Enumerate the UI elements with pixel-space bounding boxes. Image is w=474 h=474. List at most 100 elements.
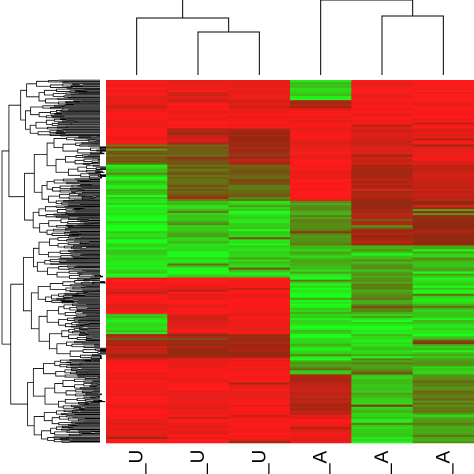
heatmap-cell bbox=[290, 96, 352, 99]
heatmap-cell bbox=[351, 396, 413, 399]
heatmap-cell bbox=[228, 211, 291, 214]
heatmap-cell bbox=[290, 426, 352, 430]
heatmap-cell bbox=[351, 136, 413, 139]
heatmap-cell bbox=[106, 279, 168, 282]
dendrogram-branch bbox=[83, 158, 93, 163]
heatmap-cell bbox=[228, 322, 291, 325]
heatmap-cell bbox=[290, 269, 352, 272]
heatmap-cell bbox=[351, 313, 413, 317]
dendrogram-branch bbox=[59, 260, 67, 263]
heatmap-cell bbox=[228, 315, 291, 319]
heatmap-cell bbox=[412, 215, 474, 218]
heatmap-cell bbox=[351, 307, 413, 311]
heatmap-cell bbox=[167, 305, 229, 309]
heatmap-cell bbox=[351, 237, 413, 240]
heatmap-cell bbox=[290, 394, 352, 397]
heatmap-cell bbox=[412, 388, 474, 391]
heatmap-cell bbox=[290, 158, 352, 161]
dendrogram-branch bbox=[53, 213, 65, 216]
heatmap-cell bbox=[106, 422, 168, 426]
dendrogram-branch bbox=[51, 300, 63, 303]
dendrogram-branch bbox=[62, 295, 74, 298]
heatmap-cell bbox=[167, 428, 229, 432]
heatmap-cell bbox=[412, 313, 474, 317]
heatmap-cell bbox=[412, 164, 474, 168]
dendrogram-branch bbox=[66, 181, 80, 185]
heatmap-cell bbox=[290, 420, 352, 424]
heatmap-cell bbox=[106, 380, 168, 383]
dendrogram-branch bbox=[41, 184, 49, 200]
heatmap-cell bbox=[106, 295, 168, 299]
heatmap-cell bbox=[412, 257, 474, 260]
heatmap-cell bbox=[167, 112, 229, 115]
dendrogram-branch bbox=[86, 336, 92, 339]
heatmap-cell bbox=[412, 319, 474, 323]
heatmap-cell bbox=[412, 259, 474, 262]
dendrogram-branch bbox=[61, 440, 71, 443]
heatmap-cell bbox=[412, 301, 474, 305]
heatmap-cell bbox=[228, 128, 291, 131]
dendrogram-branch bbox=[77, 218, 91, 221]
heatmap-cell bbox=[106, 334, 168, 337]
heatmap-cell bbox=[106, 271, 168, 274]
dendrogram-branch bbox=[73, 317, 87, 320]
dendrogram-branch bbox=[71, 254, 85, 257]
dendrogram-branch bbox=[73, 407, 82, 410]
heatmap-cell bbox=[290, 348, 352, 351]
heatmap-cell bbox=[106, 277, 168, 280]
heatmap-cell bbox=[351, 118, 413, 121]
heatmap-cell bbox=[351, 348, 413, 351]
heatmap-cell bbox=[351, 257, 413, 260]
heatmap-cell bbox=[412, 188, 474, 192]
heatmap-cell bbox=[412, 386, 474, 389]
heatmap-cell bbox=[167, 352, 229, 355]
heatmap-cell bbox=[167, 80, 229, 83]
dendrogram-branch bbox=[48, 195, 60, 203]
heatmap-cell bbox=[228, 231, 291, 234]
heatmap-cell bbox=[228, 402, 291, 405]
heatmap-cell bbox=[412, 277, 474, 280]
heatmap-cell bbox=[106, 138, 168, 141]
dendrogram-branch bbox=[62, 120, 78, 123]
heatmap-cell bbox=[106, 438, 168, 442]
heatmap-cell bbox=[351, 192, 413, 196]
dendrogram-branch bbox=[62, 178, 78, 182]
heatmap-cell bbox=[228, 130, 291, 133]
dendrogram-branch bbox=[24, 172, 35, 221]
heatmap-cell bbox=[412, 410, 474, 414]
heatmap-cell bbox=[167, 261, 229, 264]
heatmap-cell bbox=[106, 126, 168, 129]
heatmap-cell bbox=[412, 372, 474, 375]
dendrogram-branch bbox=[1, 150, 11, 345]
dendrogram-branch bbox=[68, 268, 75, 271]
heatmap-cell bbox=[106, 326, 168, 329]
dendrogram-branch bbox=[36, 261, 48, 272]
heatmap-cell bbox=[351, 94, 413, 97]
dendrogram-branch bbox=[51, 417, 60, 425]
heatmap-cell bbox=[106, 203, 168, 206]
heatmap-cell bbox=[290, 336, 352, 339]
dendrogram-branch bbox=[64, 156, 77, 163]
heatmap-cell bbox=[228, 192, 291, 196]
heatmap-cell bbox=[228, 430, 291, 434]
heatmap-cell bbox=[290, 106, 352, 109]
heatmap-cell bbox=[351, 394, 413, 397]
heatmap-cell bbox=[290, 162, 352, 165]
dendrogram-branch bbox=[56, 126, 69, 129]
heatmap-cell bbox=[167, 235, 229, 238]
heatmap-cell bbox=[228, 386, 291, 389]
heatmap-cell bbox=[167, 384, 229, 387]
dendrogram-branch bbox=[58, 400, 66, 408]
heatmap-cell bbox=[412, 80, 474, 83]
heatmap-cell bbox=[290, 122, 352, 125]
heatmap-cell bbox=[228, 104, 291, 107]
heatmap-cell bbox=[351, 392, 413, 395]
heatmap-cell bbox=[106, 309, 168, 313]
heatmap-cell bbox=[351, 142, 413, 145]
heatmap-cell bbox=[167, 412, 229, 416]
row-dendrogram bbox=[1, 79, 112, 443]
heatmap-cell bbox=[290, 134, 352, 137]
dendrogram-branch bbox=[79, 431, 96, 434]
dendrogram-branch bbox=[25, 110, 31, 130]
heatmap-cell bbox=[228, 190, 291, 194]
